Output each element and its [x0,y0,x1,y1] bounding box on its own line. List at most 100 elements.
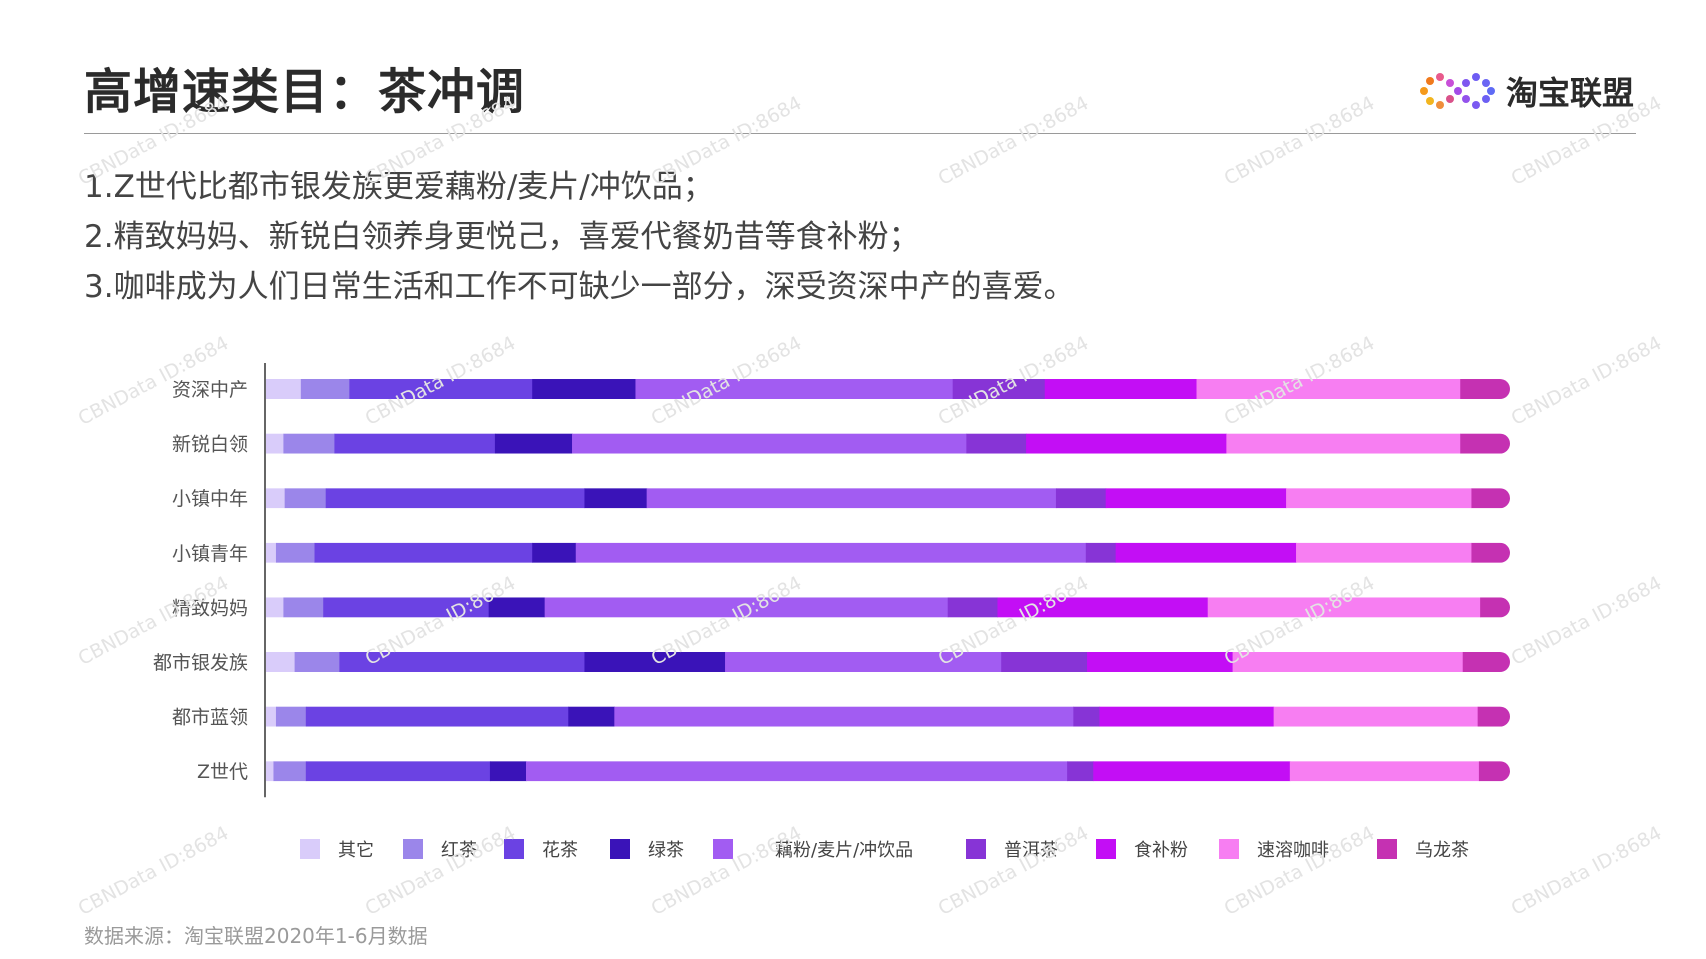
bar-segment [635,379,954,399]
bar-segment [1001,652,1088,672]
bar-segment [266,488,286,509]
bar-segment [1296,542,1473,563]
bar-segment [947,597,999,618]
legend-swatch [1096,839,1116,859]
bar-segment [614,706,1074,727]
bar-segment [1026,433,1227,454]
legend-swatch [1219,839,1239,859]
data-source-note: 数据来源：淘宝联盟2020年1-6月数据 [84,924,428,948]
bar-segment [1226,433,1461,454]
bar-segment [1232,652,1464,672]
bar-segment [283,433,336,454]
bar-segment [1273,706,1479,727]
bar-row [266,761,1510,782]
bullet-list: 1.Z世代比都市银发族更爱藕粉/麦片/冲饮品； 2.精致妈妈、新锐白领养身更悦己… [84,162,1075,312]
bullet-item: 1.Z世代比都市银发族更爱藕粉/麦片/冲饮品； [84,169,714,205]
bar-segment [488,597,546,618]
bar-row [266,488,1510,509]
y-tick-label: 小镇青年 [172,543,248,565]
bar-segment [1289,761,1480,782]
legend-swatch [403,839,423,859]
bar-segment [275,706,307,727]
taobao-union-logo-icon [1419,73,1495,109]
bar-segment [952,379,1046,399]
bar-segment [325,488,586,509]
bar-segment [1471,542,1510,563]
legend-label: 食补粉 [1134,840,1188,861]
y-tick-label: 都市银发族 [153,652,248,674]
legend-swatch [713,839,733,859]
bar-segment [494,433,573,454]
bar-segment [305,761,491,782]
brand: 淘宝联盟 [1416,68,1634,114]
bar-segment [266,597,285,618]
legend-label: 绿茶 [648,840,684,861]
bar-row [266,597,1510,618]
legend-swatch [1377,839,1397,859]
legend-label: 乌龙茶 [1415,840,1469,861]
legend-label: 花茶 [542,840,578,861]
bar-segment [544,597,949,618]
bar-segment [266,433,285,454]
bar-segment [997,597,1209,618]
page-title: 高增速类目：茶冲调 [84,64,526,120]
bar-segment [1073,706,1101,727]
bar-segment [525,761,1068,782]
legend-label: 普洱茶 [1004,840,1058,861]
bar-segment [334,433,496,454]
bar-segment [314,542,533,563]
legend-swatch [966,839,986,859]
bar-segment [1207,597,1481,618]
bar-segment [1067,761,1094,782]
header-divider [84,133,1636,134]
bar-segment [1055,488,1107,509]
legend-label: 速溶咖啡 [1257,840,1329,861]
bar-segment [284,488,327,509]
bar-segment [1286,488,1473,509]
bar-segment [1460,379,1510,399]
legend-label: 红茶 [441,840,477,861]
bullet-item: 3.咖啡成为人们日常生活和工作不可缺少一部分，深受资深中产的喜爱。 [84,269,1075,305]
bar-row [266,433,1510,454]
bar-segment [349,379,533,399]
brand-name: 淘宝联盟 [1505,74,1634,112]
bar-segment [294,652,340,672]
bar-segment [1085,542,1117,563]
bar-segment [966,433,1027,454]
bar-segment [725,652,1002,672]
bar-row [266,652,1510,672]
bar-segment [275,542,316,563]
bar-row [266,542,1510,563]
bar-segment [575,542,1087,563]
bar-segment [1460,433,1510,454]
y-tick-label: 都市蓝领 [172,707,248,729]
bar-segment [532,542,577,563]
bar-segment [568,706,615,727]
bar-segment [1044,379,1198,399]
bar-segment [323,597,490,618]
bar-segment [1087,652,1234,672]
legend-label: 藕粉/麦片/冲饮品 [775,840,913,861]
bar-segment [1478,761,1510,782]
bullet-item: 2.精致妈妈、新锐白领养身更悦己，喜爱代餐奶昔等食补粉； [84,219,920,255]
y-tick-label: Z世代 [197,761,248,783]
bar-row [266,379,1510,399]
bar-segment [1196,379,1461,399]
bar-segment [266,706,277,727]
bar-segment [1099,706,1275,727]
y-tick-label: 小镇中年 [172,488,248,510]
bar-segment [266,379,302,399]
y-tick-label: 资深中产 [172,379,248,401]
bar-segment [1093,761,1291,782]
y-tick-label: 新锐白领 [172,434,248,456]
bar-segment [1480,597,1510,618]
bar-segment [584,488,648,509]
legend-label: 其它 [338,840,374,861]
bar-segment [1115,542,1297,563]
bar-segment [1477,706,1510,727]
bar-segment [300,379,350,399]
bar-segment [266,761,275,782]
legend-swatch [504,839,524,859]
bar-segment [1462,652,1510,672]
